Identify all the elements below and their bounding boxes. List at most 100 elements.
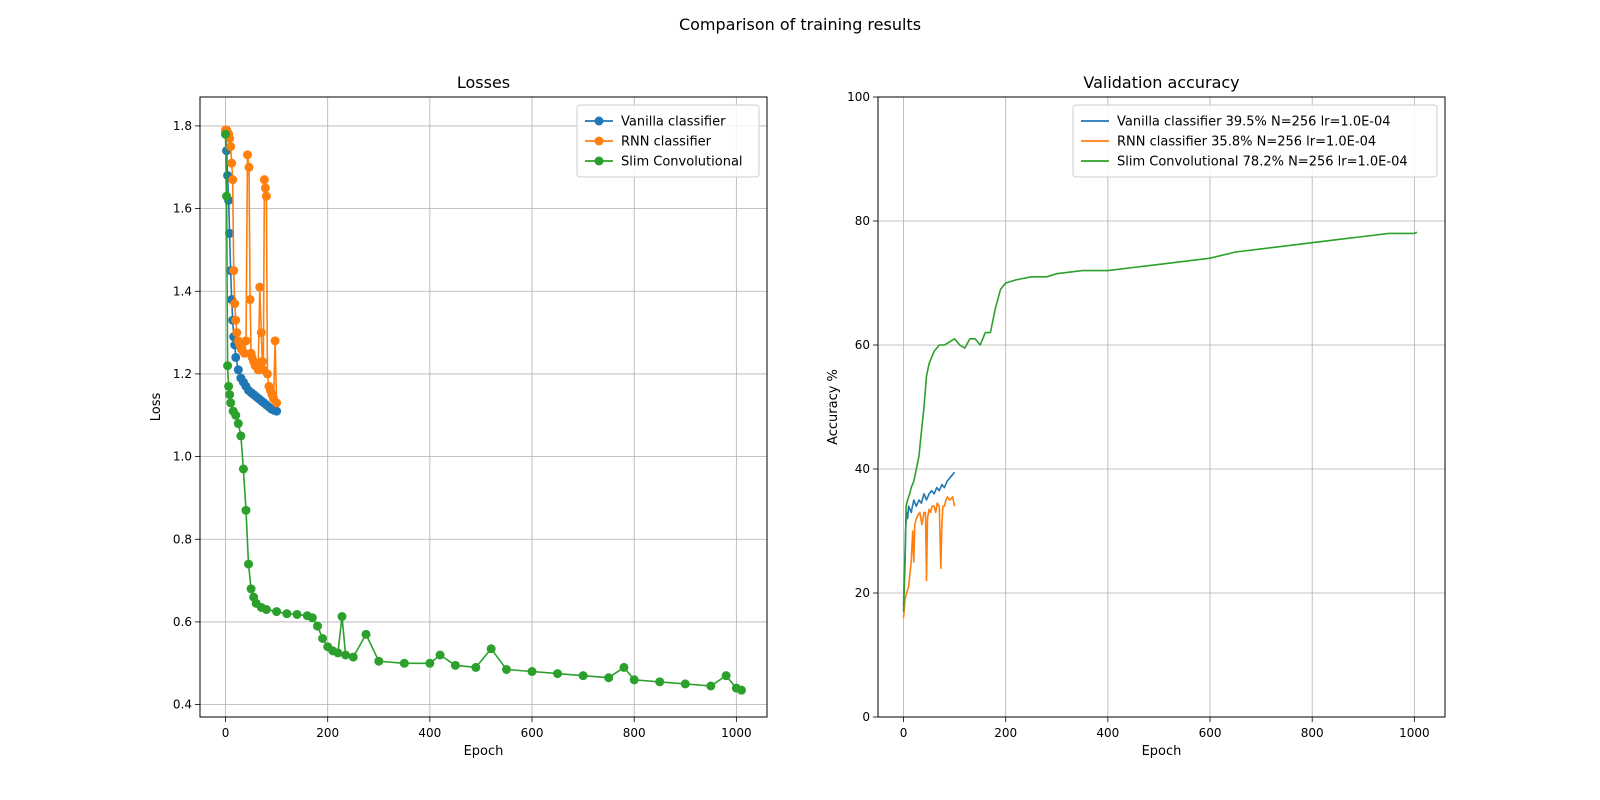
losses-point-slim bbox=[231, 410, 241, 420]
accuracy-xtick-label: 200 bbox=[994, 726, 1017, 740]
accuracy-chart-ylabel: Accuracy % bbox=[826, 369, 841, 445]
losses-point-slim bbox=[244, 559, 254, 569]
losses-point-slim bbox=[221, 129, 231, 139]
losses-point-slim bbox=[292, 609, 302, 619]
losses-ytick-label: 1.2 bbox=[173, 367, 192, 381]
accuracy-ytick-label: 100 bbox=[847, 90, 870, 104]
losses-point-slim bbox=[348, 652, 358, 662]
losses-point-slim bbox=[706, 681, 716, 691]
accuracy-ytick-label: 60 bbox=[855, 338, 870, 352]
losses-xtick-label: 0 bbox=[222, 726, 230, 740]
losses-xtick-label: 800 bbox=[623, 726, 646, 740]
losses-point-vanilla bbox=[231, 352, 241, 362]
losses-point-rnn bbox=[272, 398, 282, 408]
losses-series-rnn bbox=[221, 125, 282, 408]
losses-point-rnn bbox=[231, 315, 241, 325]
losses-point-slim bbox=[225, 390, 235, 400]
losses-point-slim bbox=[604, 673, 614, 683]
losses-point-slim bbox=[527, 667, 537, 677]
losses-point-rnn bbox=[245, 295, 255, 305]
losses-point-slim bbox=[222, 191, 232, 201]
accuracy-chart: Validation accuracy Epoch Accuracy % 0 20… bbox=[826, 73, 1446, 759]
accuracy-legend: Vanilla classifier 39.5% N=256 lr=1.0E-0… bbox=[1072, 104, 1438, 178]
losses-point-slim bbox=[312, 621, 322, 631]
losses-point-slim bbox=[655, 677, 665, 687]
losses-point-slim bbox=[680, 679, 690, 689]
losses-chart-xlabel: Epoch bbox=[464, 744, 504, 759]
losses-point-rnn bbox=[270, 336, 280, 346]
losses-point-slim bbox=[236, 431, 246, 441]
losses-point-slim bbox=[629, 675, 639, 685]
losses-point-slim bbox=[272, 607, 282, 617]
losses-legend-marker bbox=[594, 156, 604, 166]
losses-legend-label: RNN classifier bbox=[621, 135, 712, 150]
accuracy-line-vanilla bbox=[902, 471, 956, 606]
losses-xtick-label: 600 bbox=[521, 726, 544, 740]
accuracy-series-slim bbox=[902, 231, 1418, 612]
accuracy-legend-label: RNN classifier 35.8% N=256 lr=1.0E-04 bbox=[1117, 135, 1376, 150]
figure-title: Comparison of training results bbox=[679, 15, 921, 34]
losses-legend: Vanilla classifier RNN classifier Slim Con… bbox=[576, 104, 760, 178]
accuracy-xtick-label: 800 bbox=[1301, 726, 1324, 740]
losses-point-slim bbox=[261, 605, 271, 615]
losses-point-slim bbox=[374, 656, 384, 666]
losses-point-rnn bbox=[259, 175, 269, 185]
losses-point-slim bbox=[501, 664, 511, 674]
losses-point-rnn bbox=[232, 328, 242, 338]
losses-ytick-label: 1.6 bbox=[173, 202, 192, 216]
losses-point-slim bbox=[246, 584, 256, 594]
losses-point-slim bbox=[361, 629, 371, 639]
losses-point-slim bbox=[471, 662, 481, 672]
losses-legend-marker bbox=[594, 116, 604, 126]
losses-ytick-label: 0.4 bbox=[173, 698, 192, 712]
accuracy-series-rnn bbox=[902, 496, 956, 618]
losses-point-slim bbox=[226, 398, 236, 408]
losses-point-slim bbox=[224, 381, 234, 391]
losses-chart-ylabel: Loss bbox=[149, 393, 164, 422]
losses-xtick-label: 200 bbox=[316, 726, 339, 740]
losses-point-slim bbox=[553, 669, 563, 679]
accuracy-chart-xlabel: Epoch bbox=[1142, 744, 1182, 759]
losses-point-rnn bbox=[228, 175, 238, 185]
accuracy-ytick-label: 20 bbox=[855, 586, 870, 600]
losses-point-slim bbox=[241, 505, 251, 515]
losses-point-rnn bbox=[257, 357, 267, 367]
losses-ytick-label: 1.4 bbox=[173, 284, 192, 298]
losses-point-slim bbox=[307, 613, 317, 623]
losses-point-slim bbox=[399, 658, 409, 668]
losses-point-rnn bbox=[261, 191, 271, 201]
losses-point-rnn bbox=[227, 158, 237, 168]
accuracy-xtick-label: 0 bbox=[900, 726, 908, 740]
accuracy-series-vanilla bbox=[902, 471, 956, 606]
losses-ytick-label: 1.8 bbox=[173, 119, 192, 133]
accuracy-axes-frame bbox=[877, 96, 1446, 718]
losses-chart-title: Losses bbox=[457, 73, 510, 92]
losses-chart: Losses Epoch Loss 0 200 400 600 800 1000 0.4 0.… bbox=[149, 73, 768, 759]
losses-xtick-label: 400 bbox=[418, 726, 441, 740]
losses-point-rnn bbox=[256, 328, 266, 338]
losses-legend-label: Vanilla classifier bbox=[621, 115, 726, 130]
losses-point-slim bbox=[333, 648, 343, 658]
accuracy-ytick-label: 80 bbox=[855, 214, 870, 228]
losses-xtick-label: 1000 bbox=[721, 726, 752, 740]
accuracy-legend-label: Slim Convolutional 78.2% N=256 lr=1.0E-0… bbox=[1117, 155, 1408, 170]
losses-point-rnn bbox=[262, 369, 272, 379]
losses-point-slim bbox=[578, 671, 588, 681]
losses-point-rnn bbox=[244, 162, 254, 172]
losses-point-slim bbox=[282, 609, 292, 619]
losses-point-rnn bbox=[255, 282, 265, 292]
losses-point-rnn bbox=[260, 183, 270, 193]
accuracy-chart-title: Validation accuracy bbox=[1083, 73, 1239, 92]
accuracy-legend-label: Vanilla classifier 39.5% N=256 lr=1.0E-0… bbox=[1117, 115, 1391, 130]
losses-point-vanilla bbox=[233, 365, 243, 375]
losses-legend-label: Slim Convolutional bbox=[621, 155, 743, 170]
losses-point-slim bbox=[223, 361, 233, 371]
losses-point-slim bbox=[486, 644, 496, 654]
losses-point-rnn bbox=[229, 266, 239, 276]
losses-point-slim bbox=[425, 658, 435, 668]
losses-point-rnn bbox=[239, 348, 249, 358]
accuracy-xtick-label: 600 bbox=[1199, 726, 1222, 740]
losses-point-slim bbox=[450, 660, 460, 670]
losses-ytick-label: 0.6 bbox=[173, 615, 192, 629]
losses-legend-box bbox=[576, 104, 760, 178]
